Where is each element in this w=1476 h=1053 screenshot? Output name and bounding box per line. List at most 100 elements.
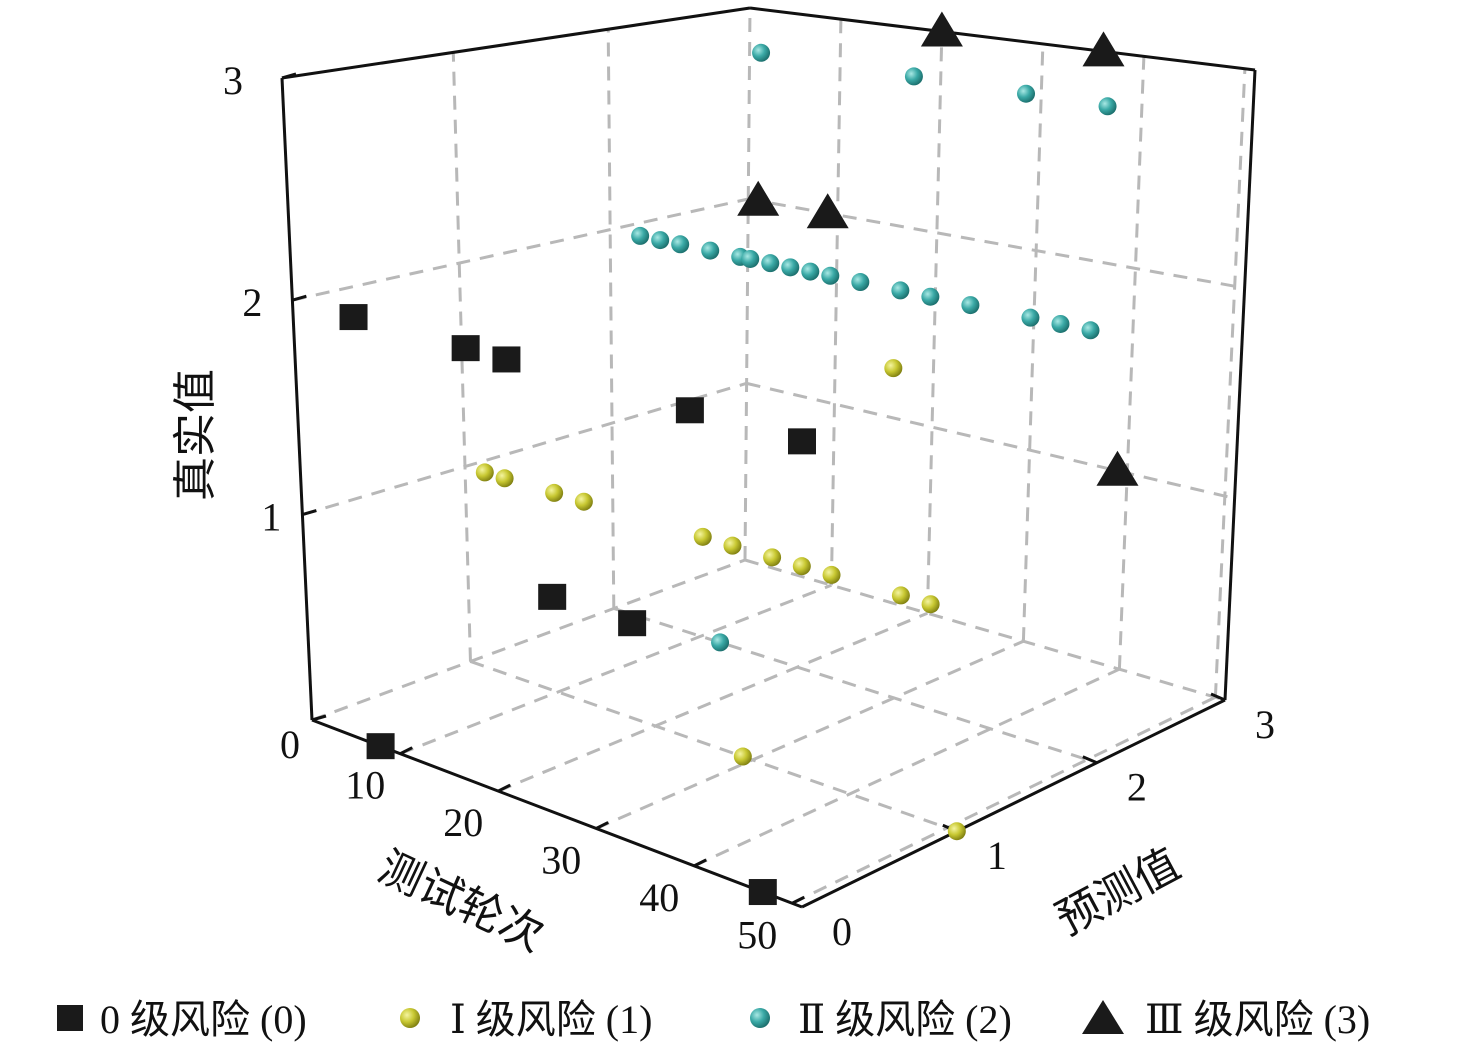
yellow-ball-data-point xyxy=(545,483,564,502)
left-wall-grid-line xyxy=(606,29,616,609)
z-tick-mark xyxy=(301,509,317,517)
x-tick-label: 20 xyxy=(443,800,483,845)
square-data-point xyxy=(366,733,395,760)
floor-grid-line xyxy=(469,660,958,833)
teal-ball-data-point xyxy=(1081,321,1100,340)
axes-frame xyxy=(280,6,1257,909)
x-tick-mark xyxy=(399,746,413,756)
x-tick-mark xyxy=(791,895,805,905)
teal-ball-data-point xyxy=(921,287,940,306)
yellow-ball-data-point xyxy=(693,527,712,546)
teal-ball-data-point xyxy=(752,43,771,62)
z-axis-line xyxy=(280,77,314,721)
z-tick-label: 3 xyxy=(223,58,243,103)
teal-ball-data-point xyxy=(781,258,800,277)
y-tick-label: 2 xyxy=(1127,765,1147,810)
triangle-data-point xyxy=(920,11,963,47)
yellow-ball-data-point xyxy=(475,463,494,482)
teal-ball-data-point xyxy=(651,231,670,250)
floor-grid-line xyxy=(791,695,1217,905)
square-data-point xyxy=(492,346,521,373)
teal-ball-data-point xyxy=(711,633,730,652)
z-tick-label: 2 xyxy=(242,280,262,325)
teal-ball-data-point xyxy=(801,262,820,281)
triangle-data-point xyxy=(1082,31,1125,67)
yellow-ball-data-point xyxy=(723,536,742,555)
triangle-data-point xyxy=(737,180,780,216)
square-data-point xyxy=(538,583,567,610)
legend-yellow-ball-icon xyxy=(400,1008,420,1028)
yellow-ball-data-point xyxy=(495,469,514,488)
x-tick-label: 10 xyxy=(345,763,385,808)
legend-teal-ball-icon xyxy=(750,1008,770,1028)
yellow-ball-data-point xyxy=(733,747,752,766)
floor-grid-line xyxy=(693,667,1121,868)
teal-ball-data-point xyxy=(851,273,870,292)
teal-ball-data-point xyxy=(961,296,980,315)
legend-label-level3: Ⅲ 级风险 (3) xyxy=(1145,997,1370,1042)
x-tick-label: 50 xyxy=(737,912,777,957)
back-floor-edge xyxy=(311,558,746,722)
teal-ball-data-point xyxy=(821,266,840,285)
z-tick-mark xyxy=(291,294,307,302)
floor-grid-line xyxy=(613,607,1098,765)
teal-ball-data-point xyxy=(741,249,760,268)
right-edge-line xyxy=(1223,69,1257,701)
teal-ball-data-point xyxy=(1098,97,1117,116)
y-axis-title: 预测值 xyxy=(1048,840,1188,945)
yellow-ball-data-point xyxy=(792,557,811,576)
square-data-point xyxy=(618,610,647,637)
data-points xyxy=(339,11,1139,906)
teal-ball-data-point xyxy=(701,241,720,260)
square-data-point xyxy=(339,304,368,331)
legend-label-level2: Ⅱ 级风险 (2) xyxy=(798,997,1012,1042)
left-wall-grid-line xyxy=(301,381,748,516)
right-wall-grid-line xyxy=(829,19,843,586)
right-wall-grid-line xyxy=(746,381,1235,500)
top-edge-line xyxy=(281,6,751,80)
y-tick-label: 3 xyxy=(1255,702,1275,747)
teal-ball-data-point xyxy=(904,67,923,86)
z-tick-mark xyxy=(311,714,327,722)
yellow-ball-data-point xyxy=(822,565,841,584)
x-axis-title: 测试轮次 xyxy=(371,842,551,961)
square-data-point xyxy=(675,397,704,424)
grid-lines xyxy=(292,7,1247,905)
y-axis-line xyxy=(801,698,1226,909)
z-axis-title: 真实值 xyxy=(171,369,220,501)
floor-grid-line xyxy=(399,583,832,756)
legend: 0 级风险 (0) Ⅰ 级风险 (1) Ⅱ 级风险 (2) Ⅲ 级风险 (3) xyxy=(57,997,1370,1042)
triangle-data-point xyxy=(806,193,849,229)
right-wall-grid-line xyxy=(1117,56,1146,670)
teal-ball-data-point xyxy=(761,254,780,273)
back-floor-edge xyxy=(744,558,1226,702)
teal-ball-data-point xyxy=(1017,84,1036,103)
teal-ball-data-point xyxy=(631,226,650,245)
z-tick-label: 1 xyxy=(261,495,281,540)
y-tick-label: 0 xyxy=(832,909,852,954)
yellow-ball-data-point xyxy=(574,492,593,511)
legend-label-level0: 0 级风险 (0) xyxy=(100,997,307,1042)
x-tick-mark xyxy=(497,783,511,793)
yellow-ball-data-point xyxy=(921,595,940,614)
teal-ball-data-point xyxy=(1021,308,1040,327)
right-wall-grid-line xyxy=(1213,68,1247,698)
top-edge-line xyxy=(749,6,1256,72)
legend-label-level1: Ⅰ 级风险 (1) xyxy=(450,997,652,1042)
right-wall-grid-line xyxy=(925,31,944,614)
square-data-point xyxy=(748,879,777,906)
teal-ball-data-point xyxy=(1051,314,1070,333)
legend-triangle-icon xyxy=(1082,1000,1124,1034)
x-tick-label: 30 xyxy=(541,837,581,882)
teal-ball-data-point xyxy=(671,235,690,254)
legend-square-icon xyxy=(57,1005,83,1031)
z-tick-label: 0 xyxy=(280,722,300,767)
left-wall-grid-line xyxy=(451,52,472,662)
floor-grid-line xyxy=(595,639,1025,830)
teal-ball-data-point xyxy=(891,281,910,300)
x-tick-mark xyxy=(693,858,707,868)
y-tick-mark xyxy=(1210,692,1226,702)
right-wall-grid-line xyxy=(1021,43,1045,642)
triangle-data-point xyxy=(1096,450,1139,486)
